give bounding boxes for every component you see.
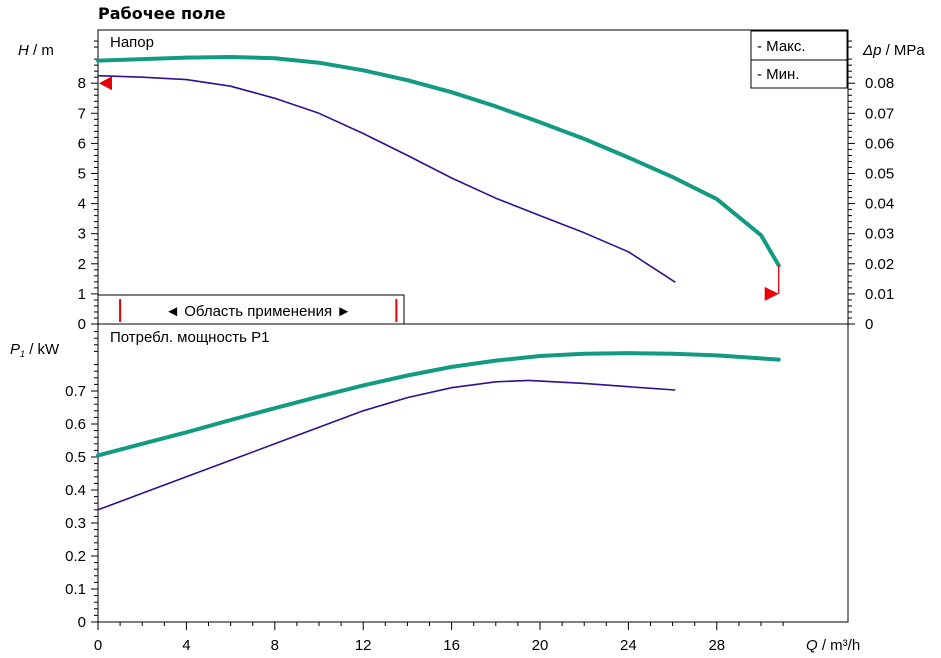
power-plot-title: Потребл. мощность P1 bbox=[110, 329, 270, 346]
q-axis-tick-label: 16 bbox=[443, 637, 460, 654]
q-axis-tick-label: 24 bbox=[620, 637, 637, 654]
dp-axis-tick-label: 0.02 bbox=[865, 256, 894, 273]
dp-axis-tick-label: 0.03 bbox=[865, 226, 894, 243]
dp-axis-symbol: Δp bbox=[862, 42, 881, 59]
head-plot-title: Напор bbox=[110, 34, 154, 51]
q-axis-tick-label: 20 bbox=[532, 637, 549, 654]
q-axis-tick-label: 0 bbox=[94, 637, 102, 654]
dp-axis-tick-label: 0 bbox=[865, 316, 873, 333]
q-marker-arrow bbox=[764, 286, 779, 301]
head-curve-max bbox=[96, 55, 781, 268]
application-range-label: ◄ Область применения ► bbox=[165, 303, 351, 320]
dp-axis-tick-label: 0.06 bbox=[865, 135, 894, 152]
dp-axis-tick-label: 0.01 bbox=[865, 286, 894, 303]
h-axis-tick-label: 5 bbox=[78, 166, 86, 183]
p1-axis-tick-label: 0.3 bbox=[65, 515, 86, 532]
dp-axis-tick-label: 0.08 bbox=[865, 75, 894, 92]
legend-min-label: - Мин. bbox=[757, 66, 800, 83]
dp-axis-tick-label: 0.07 bbox=[865, 105, 894, 122]
h-axis-unit: / m bbox=[29, 42, 54, 59]
h-axis-tick-label: 7 bbox=[78, 105, 86, 122]
dp-axis-tick-label: 0.05 bbox=[865, 166, 894, 183]
legend-max-label: - Макс. bbox=[757, 38, 806, 55]
q-axis-tick-label: 8 bbox=[271, 637, 279, 654]
dp-axis-tick-label: 0.04 bbox=[865, 196, 894, 213]
h-axis-tick-label: 6 bbox=[78, 135, 86, 152]
dp-axis-title: Δp / MPa bbox=[862, 42, 925, 59]
h-axis-tick-label: 8 bbox=[78, 75, 86, 92]
p1-axis-tick-label: 0.6 bbox=[65, 416, 86, 433]
power-curve-min bbox=[97, 379, 676, 511]
h-axis-symbol: H bbox=[18, 42, 29, 59]
h-axis-tick-label: 1 bbox=[78, 286, 86, 303]
p1-axis-title: P1 / kW bbox=[10, 341, 60, 359]
p1-axis-tick-label: 0.7 bbox=[65, 383, 86, 400]
dp-axis-unit: / MPa bbox=[881, 42, 925, 59]
p1-axis-tick-label: 0.4 bbox=[65, 482, 86, 499]
h-axis-tick-label: 0 bbox=[78, 316, 86, 333]
h-axis-tick-label: 4 bbox=[78, 196, 86, 213]
h-axis-title: H / m bbox=[18, 42, 54, 59]
p1-axis-tick-label: 0.5 bbox=[65, 449, 86, 466]
power-curve-max bbox=[96, 351, 781, 458]
head-curve-min bbox=[97, 74, 676, 283]
p1-axis-symbol: P bbox=[10, 341, 20, 358]
power-plot-frame bbox=[97, 323, 849, 623]
application-range-box bbox=[97, 294, 405, 325]
head-plot-frame bbox=[97, 29, 849, 325]
q-axis-tick-label: 4 bbox=[182, 637, 190, 654]
h-axis-tick-label: 3 bbox=[78, 226, 86, 243]
page-title: Рабочее поле bbox=[98, 4, 226, 23]
h-axis-tick-label: 2 bbox=[78, 256, 86, 273]
p1-axis-tick-label: 0.2 bbox=[65, 548, 86, 565]
p1-axis-tick-label: 0 bbox=[78, 614, 86, 631]
q-axis-tick-label: 12 bbox=[355, 637, 372, 654]
h-marker-arrow bbox=[99, 76, 112, 91]
p1-axis-unit: / kW bbox=[25, 341, 60, 358]
p1-axis-tick-label: 0.1 bbox=[65, 581, 86, 598]
q-axis-unit: / m³/h bbox=[818, 637, 861, 654]
q-axis-title: Q / m³/h bbox=[806, 637, 860, 654]
p1-axis-subscript: 1 bbox=[20, 349, 25, 359]
q-axis-symbol: Q bbox=[806, 637, 818, 654]
q-axis-tick-label: 28 bbox=[708, 637, 725, 654]
